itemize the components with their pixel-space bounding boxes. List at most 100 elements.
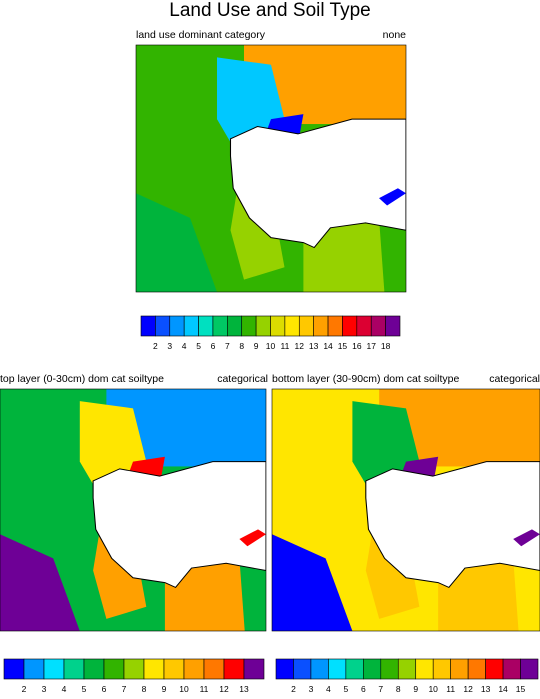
colorbar-label: 12 — [463, 684, 473, 694]
map-frame — [0, 388, 267, 632]
map-region — [272, 534, 353, 631]
colorbar-label: 11 — [446, 684, 455, 694]
colorbar-label: 9 — [413, 684, 418, 694]
colorbar-label: 10 — [179, 684, 189, 694]
colorbar-label: 15 — [516, 684, 526, 694]
colorbar-box — [502, 658, 521, 680]
map-region — [0, 534, 80, 631]
map — [136, 45, 406, 292]
colorbar-label: 3 — [309, 684, 314, 694]
colorbar-label: 5 — [343, 684, 348, 694]
colorbar-label: 9 — [254, 341, 259, 351]
colorbar-box — [270, 315, 286, 337]
colorbar-box — [155, 315, 171, 337]
map-ocean — [365, 461, 540, 589]
colorbar-label: 5 — [82, 684, 87, 694]
right-label: none — [383, 29, 407, 41]
colorbar-box — [415, 658, 434, 680]
colorbar-box — [345, 658, 364, 680]
colorbar-box — [183, 315, 199, 337]
colorbar-label: 13 — [309, 341, 319, 351]
colorbar-box — [123, 658, 145, 680]
colorbar-label: 18 — [381, 341, 391, 351]
colorbar-box — [385, 315, 401, 337]
colorbar-box — [143, 658, 165, 680]
colorbar-box — [450, 658, 469, 680]
colorbar-label: 7 — [122, 684, 127, 694]
colorbar-box — [310, 658, 329, 680]
colorbar-label: 15 — [338, 341, 348, 351]
colorbar-label: 10 — [266, 341, 276, 351]
colorbar-box — [485, 658, 504, 680]
colorbar-box — [363, 658, 382, 680]
colorbar-box — [203, 658, 225, 680]
colorbar-label: 8 — [396, 684, 401, 694]
figure-title: Land Use and Soil Type — [169, 0, 370, 21]
colorbar-box — [327, 315, 343, 337]
colorbar-label: 5 — [196, 341, 201, 351]
colorbar-label: 10 — [428, 684, 438, 694]
colorbar-box — [284, 315, 300, 337]
colorbar-box — [342, 315, 358, 337]
colorbar-box — [63, 658, 85, 680]
colorbar-box — [380, 658, 399, 680]
colorbar-box — [432, 658, 451, 680]
map-ocean — [229, 118, 406, 249]
colorbar-label: 14 — [498, 684, 508, 694]
colorbar-label: 2 — [291, 684, 296, 694]
colorbar-label: 8 — [142, 684, 147, 694]
colorbar-label: 6 — [211, 341, 216, 351]
colorbar-box — [83, 658, 105, 680]
colorbar-box — [198, 315, 214, 337]
map-cuba — [513, 529, 540, 547]
colorbar-label: 6 — [102, 684, 107, 694]
colorbar-box — [313, 315, 329, 337]
colorbar-label: 4 — [62, 684, 67, 694]
colorbar-box — [370, 315, 386, 337]
colorbar-box — [43, 658, 65, 680]
colorbar-box — [163, 658, 185, 680]
colorbar-label: 12 — [219, 684, 229, 694]
colorbar-label: 8 — [239, 341, 244, 351]
colorbar-box — [169, 315, 185, 337]
colorbar-box — [241, 315, 257, 337]
colorbar-label: 3 — [42, 684, 47, 694]
map — [0, 389, 266, 631]
colorbar-box — [255, 315, 271, 337]
right-label: categorical — [217, 373, 268, 385]
colorbar-label: 9 — [162, 684, 167, 694]
colorbar-box — [140, 315, 156, 337]
colorbar-box — [520, 658, 539, 680]
colorbar-box — [223, 658, 245, 680]
colorbar-label: 3 — [167, 341, 172, 351]
map — [272, 389, 540, 631]
colorbar-box — [293, 658, 312, 680]
colorbar-box — [298, 315, 314, 337]
left-label: land use dominant category — [136, 29, 266, 41]
colorbar-box — [467, 658, 486, 680]
colorbar-label: 13 — [239, 684, 249, 694]
colorbar-label: 7 — [225, 341, 230, 351]
colorbar-box — [397, 658, 417, 680]
colorbar-label: 17 — [366, 341, 376, 351]
colorbar-box — [23, 658, 45, 680]
map-region — [136, 193, 217, 292]
colorbar-box — [328, 658, 347, 680]
colorbar-box — [356, 315, 372, 337]
map-frame — [135, 44, 407, 293]
colorbar-label: 12 — [295, 341, 305, 351]
colorbar-box — [227, 315, 243, 337]
colorbar-label: 4 — [326, 684, 331, 694]
colorbar-box — [243, 658, 265, 680]
colorbar-box — [212, 315, 228, 337]
map-ocean — [92, 461, 266, 589]
colorbar-box — [3, 658, 25, 680]
colorbar-label: 14 — [323, 341, 333, 351]
colorbar-label: 13 — [481, 684, 491, 694]
colorbar-box — [103, 658, 125, 680]
map-frame — [271, 388, 540, 632]
map-cuba — [379, 188, 406, 206]
right-label: categorical — [489, 373, 540, 385]
colorbar-label: 2 — [153, 341, 158, 351]
